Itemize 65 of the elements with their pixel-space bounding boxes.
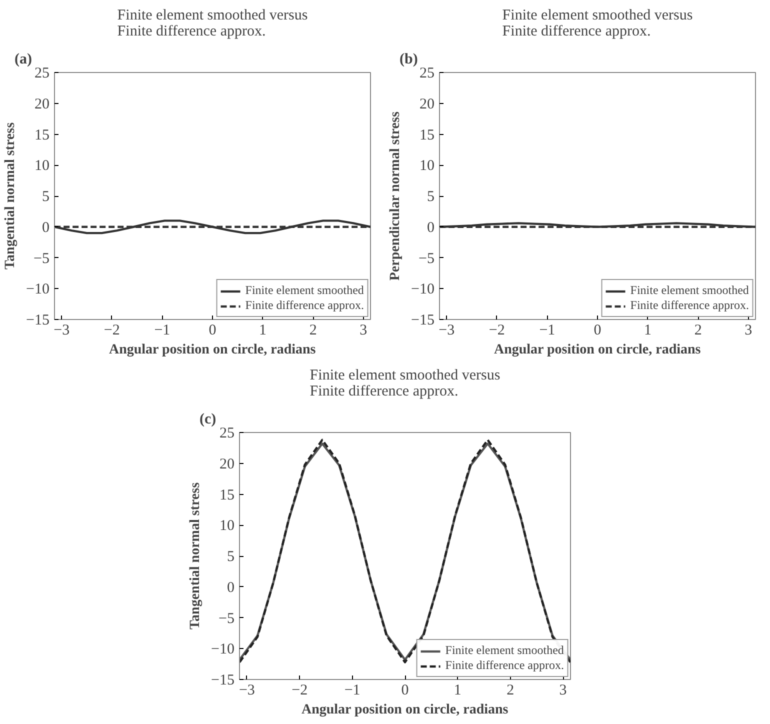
y-tick-label: 15: [34, 127, 50, 144]
y-tick-label: −15: [411, 312, 435, 328]
chart-title: Finite element smoothed versus Finite difference approx.: [310, 368, 500, 400]
text: (b): [400, 52, 418, 68]
y-tick-label: −15: [26, 312, 50, 328]
text: (c): [200, 412, 216, 428]
y-tick-label: 25: [420, 66, 434, 82]
y-tick-label: 5: [427, 189, 434, 205]
text: (a): [14, 52, 32, 68]
y-axis-title: Perpendicular normal stress: [388, 111, 404, 281]
x-tick-label: 1: [644, 322, 652, 338]
x-tick-label: 2: [309, 322, 317, 338]
x-tick-label: −1: [344, 682, 360, 698]
legend-label: Finite element smoothed: [630, 283, 749, 298]
y-tick-label: −5: [418, 250, 435, 267]
x-tick-label: 0: [594, 322, 602, 338]
y-tick-label: 25: [34, 66, 50, 82]
x-tick-label: −2: [104, 322, 120, 338]
x-tick-label: −3: [238, 682, 255, 698]
x-tick-label: −2: [292, 682, 308, 698]
x-axis-title: Angular position on circle, radians: [108, 342, 316, 358]
y-axis-title: Tangential normal stress: [188, 482, 204, 630]
x-tick-label: 3: [559, 682, 567, 698]
legend-label: Finite difference approx.: [630, 298, 749, 313]
x-tick-label: −3: [54, 322, 70, 338]
x-tick-label: 1: [259, 322, 267, 338]
x-axis-title: Angular position on circle, radians: [301, 702, 509, 718]
y-tick-label: −5: [218, 610, 235, 627]
y-tick-label: 5: [227, 549, 234, 565]
x-axis-title: Angular position on circle, radians: [494, 342, 702, 358]
y-tick-label: 20: [34, 96, 50, 112]
y-tick-label: 10: [420, 158, 434, 174]
y-axis-title: Tangential normal stress: [3, 122, 18, 270]
legend-label: Finite element smoothed: [445, 643, 564, 658]
y-tick-label: 5: [42, 189, 50, 205]
x-tick-label: 3: [360, 322, 368, 338]
y-tick-label: 15: [220, 487, 234, 504]
y-tick-label: 10: [220, 518, 234, 534]
y-tick-label: 20: [420, 96, 434, 112]
chart-title: Finite element smoothed versus Finite difference approx.: [502, 8, 693, 40]
x-tick-label: 1: [454, 682, 462, 698]
y-tick-label: 0: [42, 220, 50, 236]
x-tick-label: −1: [154, 322, 170, 338]
x-tick-label: 2: [506, 682, 514, 698]
x-tick-label: 2: [694, 322, 702, 338]
y-tick-label: 20: [220, 456, 234, 472]
y-tick-label: 25: [220, 426, 234, 442]
y-tick-label: 15: [420, 127, 434, 144]
y-tick-label: 10: [34, 158, 50, 174]
x-tick-label: 0: [401, 682, 409, 698]
x-tick-label: 3: [744, 322, 752, 338]
chart-title: Finite element smoothed versus Finite difference approx.: [117, 8, 308, 40]
y-tick-label: −10: [411, 282, 435, 298]
y-tick-label: −15: [211, 672, 235, 688]
x-tick-label: −3: [438, 322, 455, 338]
y-tick-label: 0: [427, 220, 434, 236]
legend-label: Finite element smoothed: [245, 283, 364, 298]
legend-label: Finite difference approx.: [445, 658, 564, 673]
x-tick-label: −1: [539, 322, 556, 338]
y-tick-label: −10: [211, 642, 235, 658]
y-tick-label: −5: [34, 250, 50, 267]
y-tick-label: 0: [227, 580, 234, 596]
x-tick-label: −2: [488, 322, 505, 338]
y-tick-label: −10: [26, 282, 50, 298]
legend-label: Finite difference approx.: [245, 298, 364, 313]
